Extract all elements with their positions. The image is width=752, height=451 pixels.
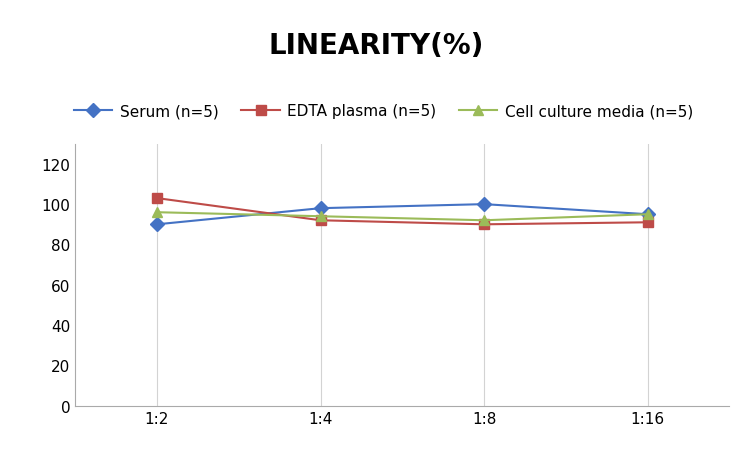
Cell culture media (n=5) xyxy=(316,214,325,220)
Cell culture media (n=5) xyxy=(643,212,652,217)
Line: EDTA plasma (n=5): EDTA plasma (n=5) xyxy=(152,194,653,230)
EDTA plasma (n=5) xyxy=(153,196,162,201)
Serum (n=5) xyxy=(316,206,325,212)
Legend: Serum (n=5), EDTA plasma (n=5), Cell culture media (n=5): Serum (n=5), EDTA plasma (n=5), Cell cul… xyxy=(68,98,699,125)
Serum (n=5) xyxy=(480,202,489,207)
EDTA plasma (n=5) xyxy=(643,220,652,226)
Serum (n=5) xyxy=(643,212,652,217)
EDTA plasma (n=5) xyxy=(480,222,489,227)
Cell culture media (n=5) xyxy=(153,210,162,216)
Line: Cell culture media (n=5): Cell culture media (n=5) xyxy=(152,208,653,226)
Line: Serum (n=5): Serum (n=5) xyxy=(152,200,653,230)
Serum (n=5) xyxy=(153,222,162,227)
Cell culture media (n=5) xyxy=(480,218,489,224)
Text: LINEARITY(%): LINEARITY(%) xyxy=(268,32,484,60)
EDTA plasma (n=5) xyxy=(316,218,325,224)
